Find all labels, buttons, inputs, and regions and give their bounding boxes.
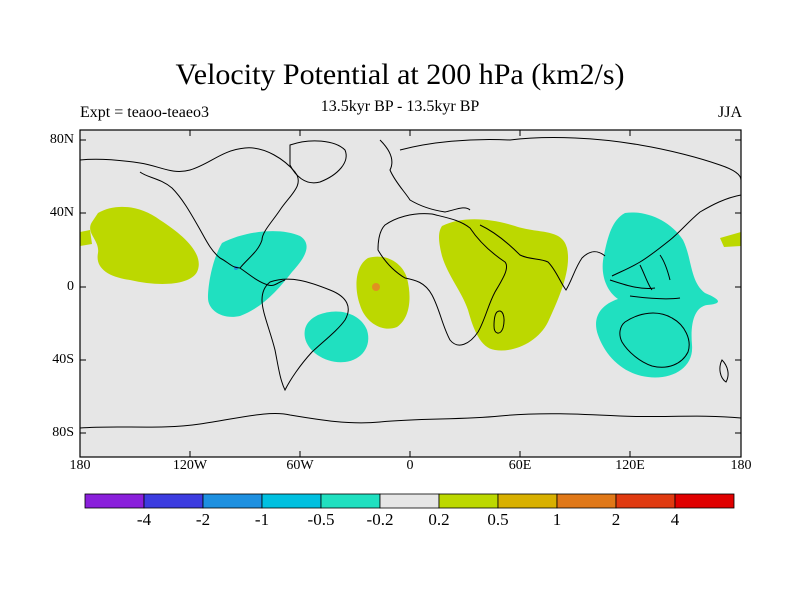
south-atlantic-negative-region [304,311,369,363]
lon-label-60w: 60W [286,458,314,473]
southeast-asia-islands [609,254,681,300]
colorbar-swatch [438,493,499,509]
lon-label-0: 0 [406,458,414,473]
colorbar-label: 0.5 [487,510,509,529]
colorbar-swatch [556,493,617,509]
lat-label-40n: 40N [49,205,74,220]
colorbar-swatch [320,493,381,509]
arabia-india-coast [479,224,606,291]
colorbar-label: -0.2 [366,510,394,529]
colorbar-swatch [379,493,440,509]
americas-negative-region [208,231,307,317]
colorbar-swatch [497,493,558,509]
colorbar-label: 0.2 [428,510,450,529]
lon-label-120e: 120E [615,458,645,473]
lon-label-180e: 180 [730,458,752,473]
positive-anomaly-regions [80,206,741,351]
central-america-coast [239,267,286,286]
colorbar-label: -4 [136,510,152,529]
colorbar-swatch [615,493,676,509]
season-label: JJA [717,104,742,121]
atlantic-positive-region [356,256,410,329]
colorbar-label: 2 [611,510,621,529]
antarctica-coast [79,412,742,429]
lat-ticks [80,139,741,434]
coastlines [79,137,742,429]
colorbar-swatch [202,493,263,509]
colorbar-swatch [674,493,735,509]
colorbar-swatch [84,493,145,509]
colorbar-label: -1 [254,510,270,529]
lon-label-60e: 60E [508,458,532,473]
madagascar-coast [493,310,505,334]
europe-coast [379,139,471,213]
south-america-coast [261,278,349,392]
experiment-label: Expt = teaoo-teaeo3 [80,104,209,121]
greenland-coast [289,140,347,184]
north-america-coast [79,147,299,269]
east-edge-positive-region [720,232,741,247]
colorbar-label: 4 [670,510,680,529]
new-zealand-coast [719,359,729,383]
africa-coast [377,213,508,346]
asia-north-coast [399,137,742,181]
colorbar [84,493,735,509]
lat-label-0: 0 [67,279,74,294]
lon-label-120w: 120W [172,458,208,473]
pacific-positive-region [90,206,199,284]
colorbar-label: -2 [195,510,211,529]
east-asia-coast [611,194,742,277]
lat-label-40s: 40S [52,352,74,367]
colorbar-swatch [143,493,204,509]
lon-label-180w: 180 [69,458,91,473]
colorbar-swatch [261,493,322,509]
lat-label-80n: 80N [49,132,74,147]
africa-indian-positive-region [439,219,569,351]
plot-subtitle: 13.5kyr BP - 13.5kyr BP [320,98,480,115]
colorbar-label: -0.5 [307,510,335,529]
lat-label-80s: 80S [52,425,74,440]
lon-ticks [189,130,631,457]
colorbar-label: 1 [552,510,562,529]
west-edge-positive-region [80,230,92,246]
small-positive-dot [372,283,380,291]
plot-title: Velocity Potential at 200 hPa (km2/s) [175,58,625,91]
australia-coast [619,312,690,368]
